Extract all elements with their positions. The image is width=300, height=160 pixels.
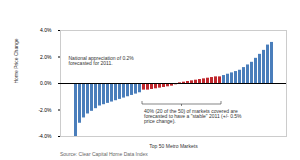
svg-text:-4.0%: -4.0% [38, 133, 52, 139]
svg-text:4.0%: 4.0% [40, 27, 52, 33]
svg-text:40% (20 of the 50) of markets: 40% (20 of the 50) of markets covered ar… [144, 108, 242, 124]
svg-text:-2.0%: -2.0% [38, 107, 52, 113]
svg-text:2.0%: 2.0% [40, 54, 52, 60]
svg-text:Home Price Change: Home Price Change [13, 38, 19, 83]
svg-text:0.0%: 0.0% [40, 80, 52, 86]
html-text:Source: Clear Capital Home Dat: Source: Clear Capital Home Data Index [60, 151, 148, 157]
svg-text:National appreciation of 0.2%f: National appreciation of 0.2%forecasted … [69, 55, 135, 66]
svg-text:Top 50 Metro Markets: Top 50 Metro Markets [149, 143, 198, 149]
